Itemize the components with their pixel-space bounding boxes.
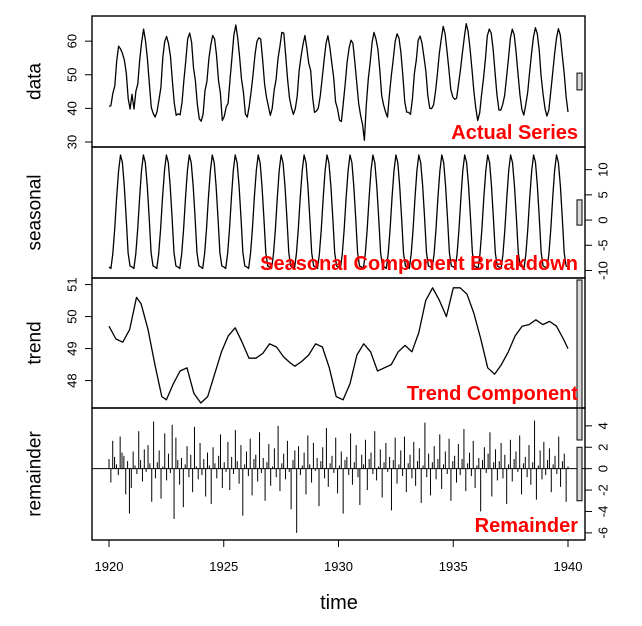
remainder-y-tick-label: -6	[596, 527, 611, 539]
trend-y-tick-label: 50	[65, 309, 80, 323]
seasonal-annotation: Seasonal Component Breakdown	[260, 253, 578, 275]
trend-y-label: trend	[25, 321, 46, 364]
x-tick-label: 1930	[324, 559, 353, 574]
panel-remainder: -6 -4 -2 0 2 4 remainder Remainder	[25, 407, 611, 541]
trend-annotation: Trend Component	[407, 383, 578, 405]
trend-y-tick-label: 48	[65, 373, 80, 387]
x-axis-title: time	[320, 592, 358, 614]
seasonal-y-tick-label: 0	[596, 216, 611, 223]
data-y-label: data	[25, 63, 46, 100]
remainder-y-tick-label: -4	[596, 506, 611, 518]
remainder-y-tick-label: -2	[596, 484, 611, 496]
seasonal-y-label: seasonal	[25, 174, 46, 250]
remainder-scale-bar	[576, 446, 583, 502]
remainder-y-tick-label: 4	[596, 422, 611, 429]
seasonal-series-line	[108, 154, 569, 270]
data-annotation: Actual Series	[451, 122, 578, 144]
seasonal-y-tick-label: 10	[596, 162, 611, 176]
remainder-y-tick-label: 0	[596, 465, 611, 472]
data-y-tick-label: 30	[65, 135, 80, 149]
panel-data: 30 40 50 60 data Actual Series	[25, 15, 586, 149]
trend-scale-bar	[576, 279, 583, 441]
remainder-y-tick-label: 2	[596, 444, 611, 451]
x-axis: 1920 1925 1930 1935 1940	[95, 539, 583, 574]
data-y-tick-label: 50	[65, 68, 80, 82]
trend-y-tick-label: 51	[65, 277, 80, 291]
data-y-tick-label: 40	[65, 101, 80, 115]
trend-y-tick-label: 49	[65, 341, 80, 355]
data-y-tick-label: 60	[65, 34, 80, 48]
remainder-annotation: Remainder	[475, 515, 579, 537]
seasonal-y-tick-label: -10	[596, 261, 611, 280]
seasonal-scale-bar	[576, 199, 583, 226]
seasonal-y-tick-label: -5	[596, 239, 611, 251]
panel-seasonal: -10 -5 0 5 10 seasonal Seasonal Component Brea…	[25, 146, 611, 280]
x-tick-label: 1935	[439, 559, 468, 574]
panel-trend: 48 49 50 51 trend Trend Component	[25, 277, 586, 441]
remainder-y-label: remainder	[25, 431, 46, 517]
data-series-line	[108, 23, 569, 141]
x-tick-label: 1940	[554, 559, 583, 574]
trend-series-line	[108, 287, 569, 404]
seasonal-y-tick-label: 5	[596, 191, 611, 198]
data-scale-bar	[576, 72, 583, 91]
x-tick-label: 1920	[95, 559, 124, 574]
x-tick-label: 1925	[209, 559, 238, 574]
